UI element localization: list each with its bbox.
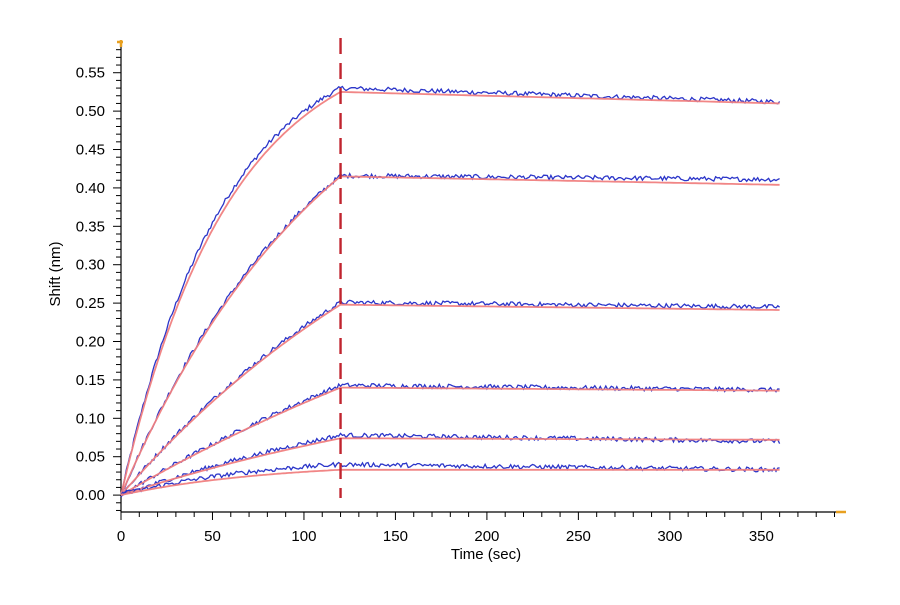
x-tick-label: 100 bbox=[291, 528, 316, 545]
x-tick-label: 250 bbox=[566, 528, 591, 545]
x-tick-label: 150 bbox=[383, 528, 408, 545]
y-axis-ticks: 0.00 0.05 0.10 0.15 0.20 0.25 0.30 0.35 0.40 0.45… bbox=[76, 49, 121, 511]
y-tick-label: 0.50 bbox=[76, 103, 105, 120]
x-tick-label: 50 bbox=[204, 528, 221, 545]
fit-curve-2 bbox=[120, 175, 780, 496]
series-group bbox=[120, 85, 781, 498]
data-curve-2 bbox=[120, 172, 780, 496]
y-tick-label: 0.45 bbox=[76, 142, 105, 159]
y-tick-label: 0.25 bbox=[76, 295, 105, 312]
y-tick-label: 0.00 bbox=[76, 487, 105, 504]
data-curve-4 bbox=[120, 382, 780, 496]
fit-curve-4 bbox=[120, 386, 780, 496]
y-axis-end-marker bbox=[117, 40, 123, 47]
fit-curve-1 bbox=[120, 90, 780, 496]
y-tick-label: 0.10 bbox=[76, 410, 105, 427]
y-axis-title: Shift (nm) bbox=[47, 241, 64, 306]
data-curve-1 bbox=[120, 85, 781, 495]
y-tick-label: 0.05 bbox=[76, 449, 105, 466]
y-tick-label: 0.55 bbox=[76, 65, 105, 82]
x-tick-label: 0 bbox=[117, 528, 125, 545]
x-tick-label: 200 bbox=[474, 528, 499, 545]
y-tick-label: 0.40 bbox=[76, 180, 105, 197]
y-tick-label: 0.15 bbox=[76, 372, 105, 389]
x-axis-ticks: 0 50 100 150 200 250 300 350 bbox=[117, 512, 836, 545]
y-tick-label: 0.30 bbox=[76, 257, 105, 274]
data-curve-6 bbox=[120, 461, 780, 498]
fit-curve-3 bbox=[120, 303, 780, 496]
fit-curve-5 bbox=[120, 437, 780, 496]
y-tick-label: 0.35 bbox=[76, 218, 105, 235]
x-axis-title: Time (sec) bbox=[451, 546, 521, 563]
x-tick-label: 350 bbox=[749, 528, 774, 545]
x-tick-label: 300 bbox=[657, 528, 682, 545]
y-tick-label: 0.20 bbox=[76, 334, 105, 351]
